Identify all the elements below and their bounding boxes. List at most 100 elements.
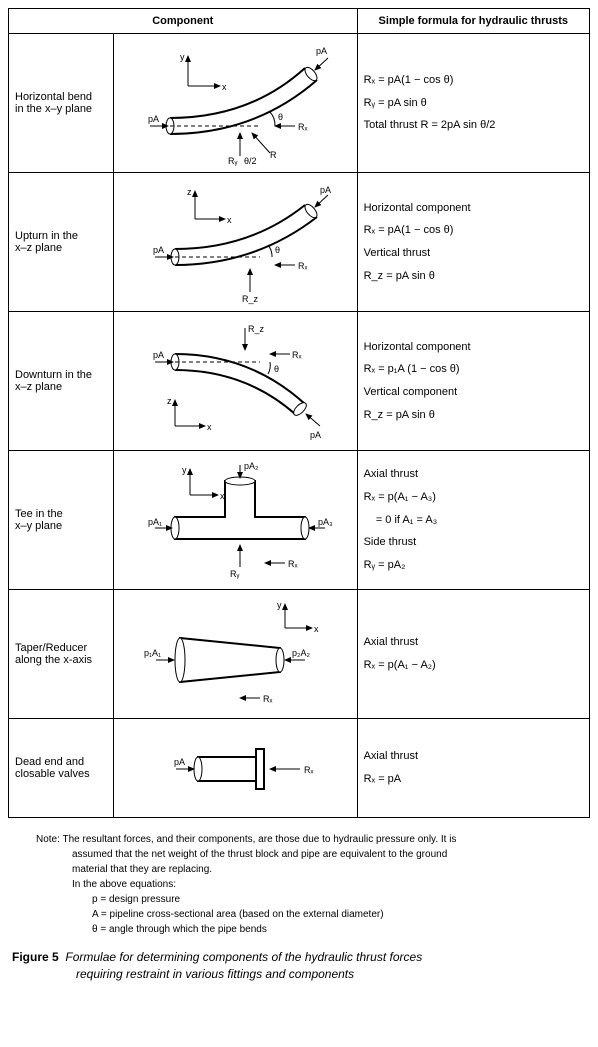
component-line1: Tee in the bbox=[15, 508, 63, 520]
diagram-cell: z x pA pA θ Rₓ R_z bbox=[113, 173, 357, 312]
pa2-label: pA₂ bbox=[244, 461, 259, 471]
diagram-cell: y x pA pA θ bbox=[113, 34, 357, 173]
theta-label: θ bbox=[274, 364, 279, 374]
pa-left-label: pA bbox=[153, 245, 164, 255]
diagram-cell: y x pA₁ pA₂ pA₃ Rᵧ Rₓ bbox=[113, 451, 357, 590]
pa-left-label: pA bbox=[148, 114, 159, 124]
table-row: Downturn in the x–z plane z x bbox=[9, 312, 590, 451]
component-line1: Horizontal bend bbox=[15, 91, 92, 103]
caption-text2: requiring restraint in various fittings … bbox=[76, 967, 354, 981]
note-line: In the above equations: bbox=[72, 877, 582, 892]
pa1-label: pA₁ bbox=[148, 517, 162, 527]
header-formula: Simple formula for hydraulic thrusts bbox=[357, 9, 589, 34]
component-line1: Dead end and bbox=[15, 756, 84, 768]
axis-y-label: y bbox=[180, 52, 185, 62]
diagram-cell: z x pA pA θ Rₓ R_z bbox=[113, 312, 357, 451]
formula-line: Vertical component bbox=[364, 383, 583, 402]
reducer-diagram: y x p₁A₁ p₂A₂ Rₓ bbox=[120, 594, 350, 714]
axis-z-label: z bbox=[167, 396, 172, 406]
formula-line: Rₓ = pA bbox=[364, 770, 583, 789]
component-line2: x–z plane bbox=[15, 242, 62, 254]
pa3-label: pA₃ bbox=[318, 517, 333, 527]
formula-line: Rₓ = p₁A (1 − cos θ) bbox=[364, 360, 583, 379]
tee-diagram: y x pA₁ pA₂ pA₃ Rᵧ Rₓ bbox=[120, 455, 350, 585]
axis-x-label: x bbox=[222, 82, 227, 92]
formula-line: Axial thrust bbox=[364, 747, 583, 766]
axis-x-label: x bbox=[314, 624, 319, 634]
component-cell: Taper/Reducer along the x-axis bbox=[9, 590, 114, 719]
bend-xy-diagram: y x pA pA θ bbox=[120, 38, 350, 168]
rx-label: Rₓ bbox=[263, 694, 272, 704]
rz-label: R_z bbox=[248, 324, 265, 334]
axis-x-label: x bbox=[227, 215, 232, 225]
component-line1: Downturn in the bbox=[15, 369, 92, 381]
axis-y-label: y bbox=[277, 600, 282, 610]
note-def-theta: θ = angle through which the pipe bends bbox=[92, 922, 582, 937]
pa-right-label: pA bbox=[310, 430, 321, 440]
component-cell: Dead end and closable valves bbox=[9, 719, 114, 818]
formula-line: Rₓ = p(A₁ − A₃) bbox=[364, 488, 583, 507]
rx-label: Rₓ bbox=[304, 765, 313, 775]
table-header-row: Component Simple formula for hydraulic t… bbox=[9, 9, 590, 34]
formula-line: Axial thrust bbox=[364, 465, 583, 484]
component-line2: x–z plane bbox=[15, 381, 62, 393]
component-line2: along the x-axis bbox=[15, 654, 92, 666]
table-row: Taper/Reducer along the x-axis y x bbox=[9, 590, 590, 719]
formula-line: Total thrust R = 2pA sin θ/2 bbox=[364, 116, 583, 135]
rx-label: Rₓ bbox=[288, 559, 297, 569]
thrust-formula-table: Component Simple formula for hydraulic t… bbox=[8, 8, 590, 818]
formula-line: Rᵧ = pA sin θ bbox=[364, 94, 583, 113]
rx-label: Rₓ bbox=[298, 122, 307, 132]
deadend-diagram: pA Rₓ bbox=[120, 723, 350, 813]
formula-cell: Axial thrust Rₓ = p(A₁ − A₂) bbox=[357, 590, 589, 719]
caption-label: Figure 5 bbox=[12, 950, 59, 964]
formula-line: R_z = pA sin θ bbox=[364, 406, 583, 425]
header-component: Component bbox=[9, 9, 358, 34]
p1a1-label: p₁A₁ bbox=[144, 648, 161, 658]
component-line2: in the x–y plane bbox=[15, 103, 92, 115]
component-cell: Upturn in the x–z plane bbox=[9, 173, 114, 312]
component-line2: closable valves bbox=[15, 768, 90, 780]
p2a2-label: p₂A₂ bbox=[292, 648, 311, 658]
component-line2: x–y plane bbox=[15, 520, 62, 532]
pa-right-label: pA bbox=[316, 46, 327, 56]
ry-label: Rᵧ bbox=[228, 156, 237, 166]
component-cell: Tee in the x–y plane bbox=[9, 451, 114, 590]
ry-label: Rᵧ bbox=[230, 569, 239, 579]
formula-line: Horizontal component bbox=[364, 338, 583, 357]
component-line1: Upturn in the bbox=[15, 230, 78, 242]
note-line: material that they are replacing. bbox=[72, 862, 582, 877]
diagram-cell: y x p₁A₁ p₂A₂ Rₓ bbox=[113, 590, 357, 719]
table-row: Tee in the x–y plane y x bbox=[9, 451, 590, 590]
axis-x-label: x bbox=[207, 422, 212, 432]
component-cell: Downturn in the x–z plane bbox=[9, 312, 114, 451]
formula-line: Side thrust bbox=[364, 533, 583, 552]
formula-line: R_z = pA sin θ bbox=[364, 267, 583, 286]
note-prefix: Note: bbox=[36, 834, 60, 845]
component-line1: Taper/Reducer bbox=[15, 642, 87, 654]
theta2-label: θ/2 bbox=[244, 156, 257, 166]
table-row: Dead end and closable valves pA bbox=[9, 719, 590, 818]
formula-cell: Rₓ = pA(1 − cos θ) Rᵧ = pA sin θ Total t… bbox=[357, 34, 589, 173]
rz-label: R_z bbox=[242, 294, 259, 304]
note-line: assumed that the net weight of the thrus… bbox=[72, 847, 582, 862]
diagram-cell: pA Rₓ bbox=[113, 719, 357, 818]
note-def-p: p = design pressure bbox=[92, 892, 582, 907]
formula-line: Rₓ = p(A₁ − A₂) bbox=[364, 656, 583, 675]
formula-cell: Axial thrust Rₓ = pA bbox=[357, 719, 589, 818]
formula-line: Rₓ = pA(1 − cos θ) bbox=[364, 221, 583, 240]
formula-line: Vertical thrust bbox=[364, 244, 583, 263]
formula-line: = 0 if A₁ = A₃ bbox=[364, 511, 583, 530]
formula-line: Axial thrust bbox=[364, 633, 583, 652]
axis-z-label: z bbox=[187, 187, 192, 197]
table-row: Upturn in the x–z plane z x bbox=[9, 173, 590, 312]
bend-xz-down-diagram: z x pA pA θ Rₓ R_z bbox=[120, 316, 350, 446]
note-def-a: A = pipeline cross-sectional area (based… bbox=[92, 907, 582, 922]
formula-line: Horizontal component bbox=[364, 199, 583, 218]
pa-right-label: pA bbox=[320, 185, 331, 195]
formula-line: Rᵧ = pA₂ bbox=[364, 556, 583, 575]
pa-left-label: pA bbox=[153, 350, 164, 360]
bend-xz-up-diagram: z x pA pA θ Rₓ R_z bbox=[120, 177, 350, 307]
notes-block: Note: The resultant forces, and their co… bbox=[36, 832, 582, 937]
r-label: R bbox=[270, 150, 277, 160]
